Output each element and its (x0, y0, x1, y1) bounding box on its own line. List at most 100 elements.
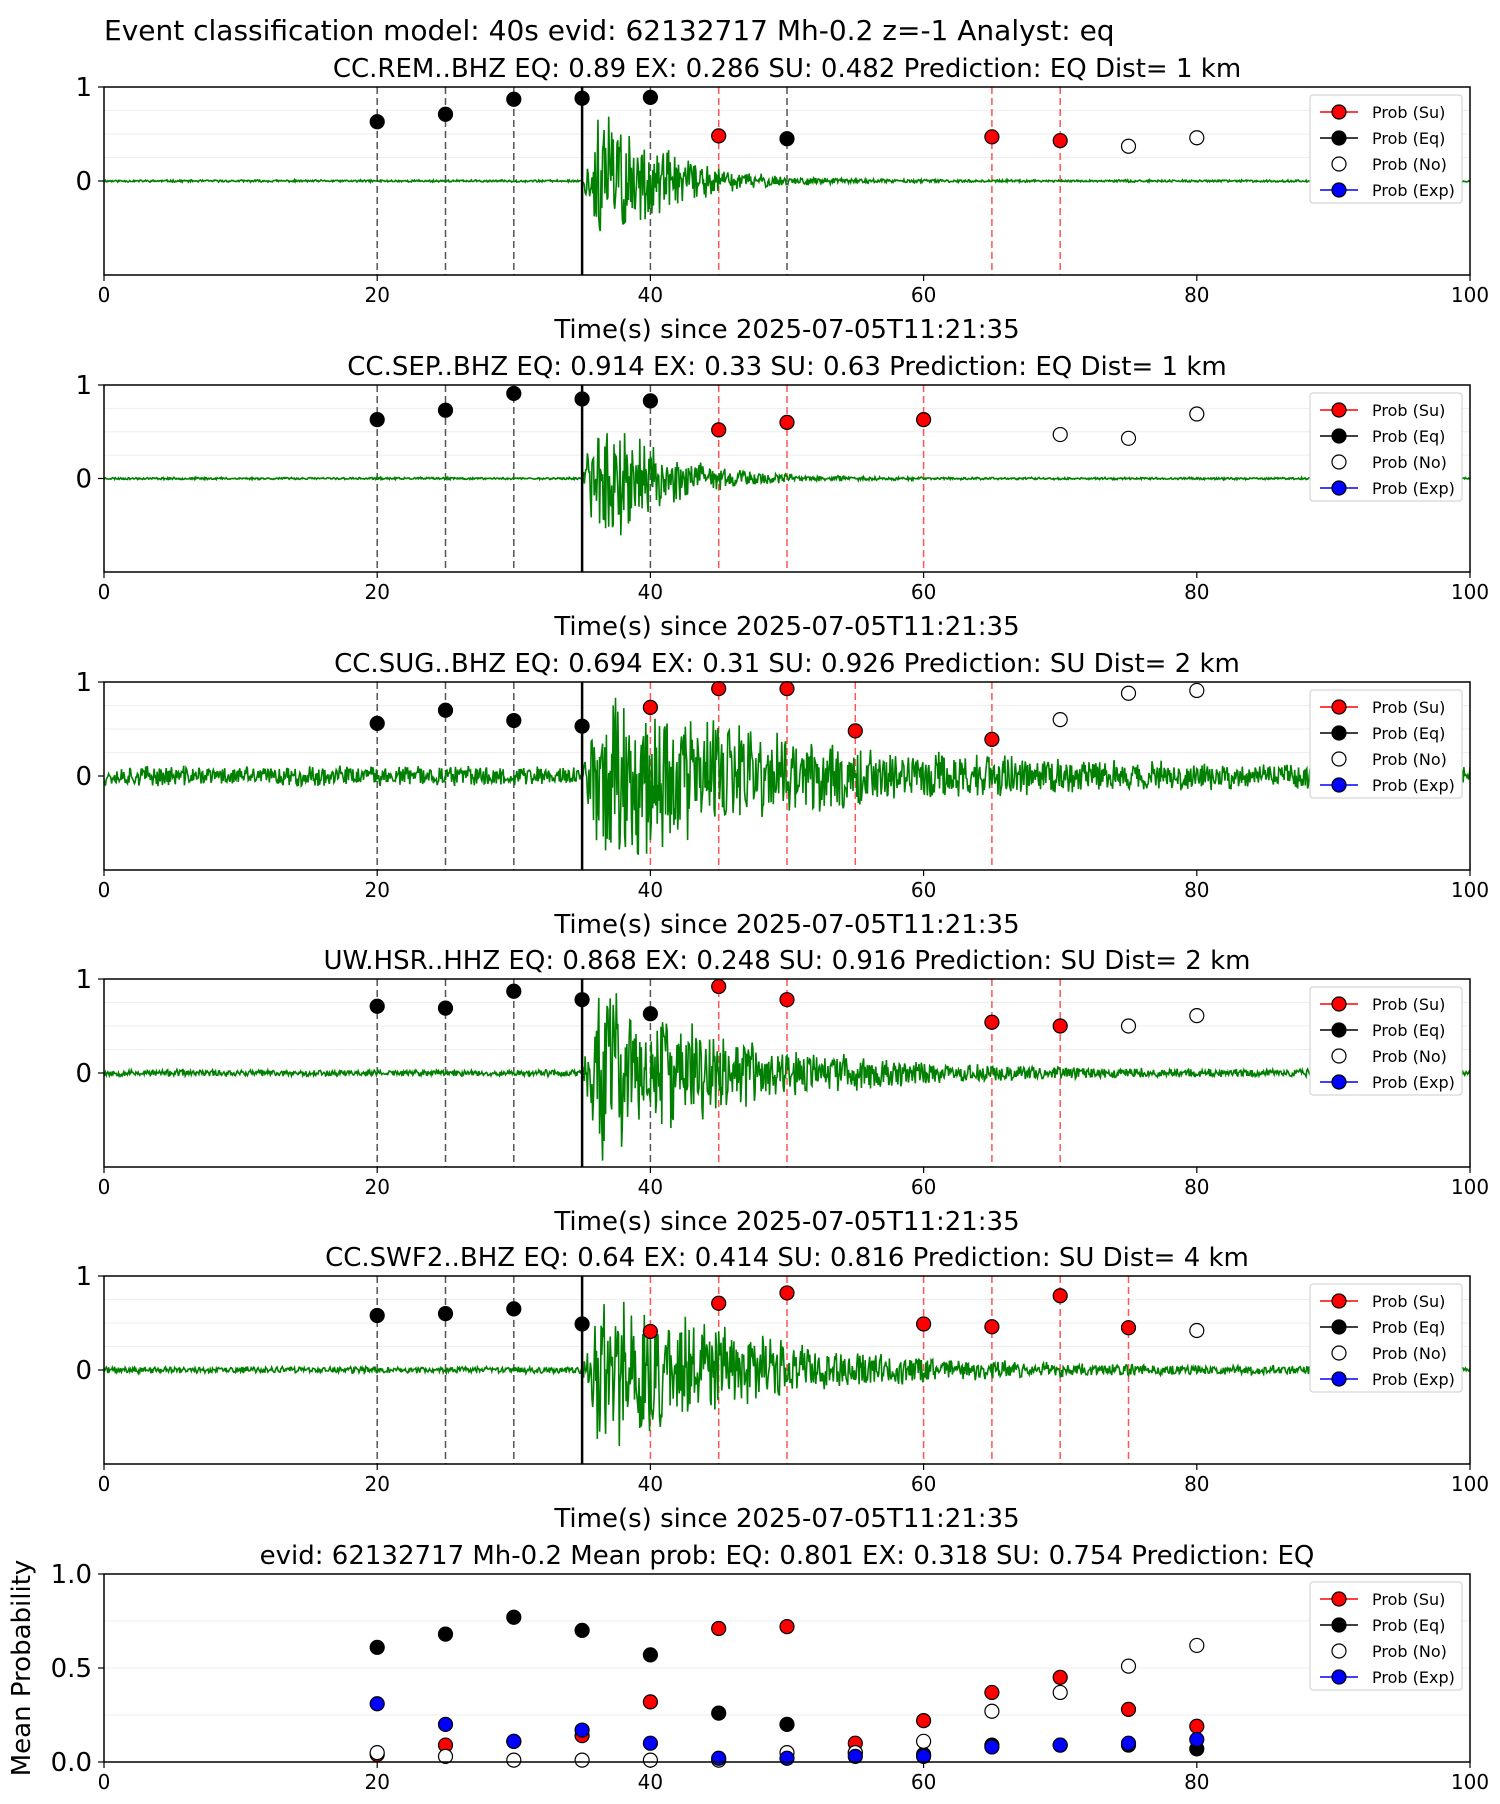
mean-prob-marker-no (1120, 1658, 1137, 1674)
prob-marker-eq (369, 411, 385, 428)
mean-prob-marker-eq (574, 1622, 590, 1639)
prob-marker-eq (437, 402, 454, 418)
legend-label-su: Prob (Su) (1372, 103, 1445, 122)
axes-frame (103, 1275, 1471, 1465)
legend-label-su: Prob (Su) (1372, 995, 1445, 1014)
x-axis-label: Time(s) since 2025-07-05T11:21:35 (553, 612, 1019, 642)
legend-marker-exp (1331, 777, 1347, 793)
x-tick-label: 40 (638, 283, 663, 307)
legend-label-eq: Prob (Eq) (1372, 1318, 1445, 1337)
x-tick-label: 0 (98, 878, 111, 902)
y-tick-label: 1 (75, 965, 92, 995)
mean-prob-marker-exp (642, 1735, 659, 1751)
legend-box (1309, 94, 1463, 204)
mean-prob-marker-su (915, 1713, 932, 1729)
mean-prob-marker-no (574, 1752, 590, 1768)
legend: Prob (Su) Prob (Eq) Prob (No) Prob (Exp) (1309, 94, 1463, 204)
legend-label-exp: Prob (Exp) (1372, 1668, 1455, 1687)
prob-marker-su (779, 680, 795, 697)
x-tick-label: 0 (98, 283, 111, 307)
legend: Prob (Su) Prob (Eq) Prob (No) Prob (Exp) (1309, 689, 1463, 799)
x-tick-label: 60 (911, 878, 936, 902)
panel-4: UW.HSR..HHZ EQ: 0.868 EX: 0.248 SU: 0.91… (75, 946, 1489, 1237)
x-tick-label: 20 (364, 1472, 389, 1496)
prob-marker-no (1120, 685, 1137, 701)
axes-frame (103, 681, 1471, 871)
panels: CC.REM..BHZ EQ: 0.89 EX: 0.286 SU: 0.482… (7, 54, 1489, 1794)
x-tick-label: 100 (1451, 878, 1489, 902)
x-tick-label: 60 (911, 580, 936, 604)
legend-marker-no (1331, 1345, 1347, 1361)
figure-title: Event classification model: 40s evid: 62… (104, 14, 1115, 47)
waveform-trace (104, 433, 1470, 536)
legend-label-exp: Prob (Exp) (1372, 1370, 1455, 1389)
legend-label-exp: Prob (Exp) (1372, 181, 1455, 200)
legend-label-exp: Prob (Exp) (1372, 776, 1455, 795)
legend-marker-exp (1331, 182, 1347, 198)
mean-prob-marker-su (711, 1620, 727, 1637)
mean-prob-marker-su (1052, 1669, 1068, 1686)
legend-marker-eq (1331, 1022, 1347, 1038)
legend-marker-eq (1331, 130, 1347, 146)
mean-prob-marker-eq (506, 1609, 522, 1625)
prob-marker-eq (369, 715, 385, 731)
x-tick-label: 100 (1451, 1472, 1489, 1496)
legend-marker-exp (1331, 1371, 1347, 1387)
x-tick-label: 40 (638, 1472, 663, 1496)
mean-prob-marker-exp (915, 1748, 932, 1764)
x-tick-label: 100 (1451, 283, 1489, 307)
mean-prob-marker-exp (1120, 1735, 1137, 1751)
prob-marker-eq (642, 393, 659, 409)
legend-marker-no (1331, 1643, 1347, 1659)
legend-marker-no (1331, 751, 1347, 767)
legend-label-eq: Prob (Eq) (1372, 427, 1445, 446)
legend-marker-su (1331, 699, 1347, 715)
panel-6: evid: 62132717 Mh-0.2 Mean prob: EQ: 0.8… (7, 1541, 1489, 1794)
x-axis-label: Time(s) since 2025-07-05T11:21:35 (553, 1504, 1019, 1534)
legend-label-no: Prob (No) (1372, 1642, 1447, 1661)
prob-marker-su (1052, 1018, 1068, 1034)
mean-prob-marker-eq (642, 1647, 659, 1663)
x-tick-label: 0 (98, 1770, 111, 1794)
x-tick-label: 80 (1184, 1175, 1209, 1199)
panel-title: CC.SWF2..BHZ EQ: 0.64 EX: 0.414 SU: 0.81… (325, 1243, 1249, 1273)
legend-label-no: Prob (No) (1372, 1047, 1447, 1066)
prob-marker-eq (506, 1301, 522, 1317)
prob-marker-eq (506, 385, 522, 402)
legend-marker-eq (1331, 1319, 1347, 1335)
mean-prob-marker-su (642, 1694, 659, 1710)
axes-frame (103, 1573, 1471, 1763)
legend-label-no: Prob (No) (1372, 1344, 1447, 1363)
y-tick-label: 1 (75, 668, 92, 698)
prob-marker-su (984, 129, 1000, 145)
legend-marker-eq (1331, 1617, 1347, 1633)
legend-label-su: Prob (Su) (1372, 1590, 1445, 1609)
prob-marker-eq (506, 712, 522, 729)
legend-label-eq: Prob (Eq) (1372, 129, 1445, 148)
x-tick-label: 0 (98, 580, 111, 604)
legend-marker-su (1331, 104, 1347, 120)
x-tick-label: 20 (364, 580, 389, 604)
prob-marker-eq (506, 91, 522, 107)
mean-prob-marker-exp (369, 1696, 385, 1712)
legend-marker-exp (1331, 1669, 1347, 1685)
waveform-trace (104, 697, 1470, 855)
prob-marker-no (1189, 1008, 1205, 1024)
legend-label-exp: Prob (Exp) (1372, 479, 1455, 498)
prob-marker-no (1052, 426, 1068, 443)
mean-prob-marker-su (984, 1684, 1000, 1701)
prob-marker-eq (574, 992, 590, 1008)
prob-marker-eq (779, 131, 795, 147)
x-tick-label: 100 (1451, 1175, 1489, 1199)
x-tick-label: 0 (98, 1175, 111, 1199)
legend-label-eq: Prob (Eq) (1372, 724, 1445, 743)
x-tick-label: 100 (1451, 1770, 1489, 1794)
mean-prob-marker-no (642, 1752, 659, 1768)
x-axis-label: Time(s) since 2025-07-05T11:21:35 (553, 1207, 1019, 1237)
mean-prob-marker-no (984, 1703, 1000, 1719)
legend-marker-eq (1331, 725, 1347, 741)
x-tick-label: 80 (1184, 1472, 1209, 1496)
prob-marker-su (642, 699, 659, 715)
x-tick-label: 80 (1184, 283, 1209, 307)
prob-marker-no (1120, 1018, 1137, 1034)
